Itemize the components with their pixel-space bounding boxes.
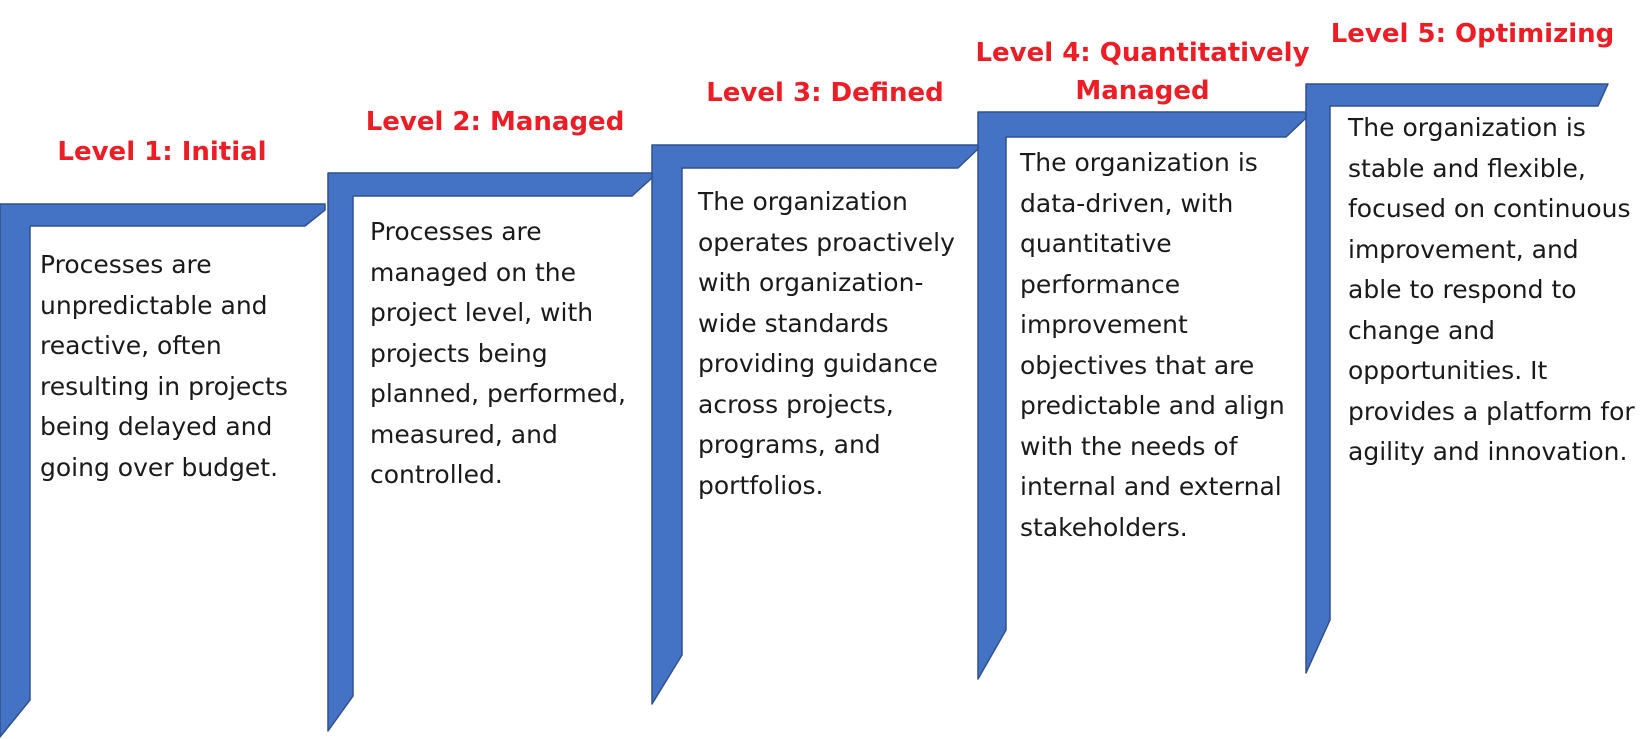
level-2-title: Level 2: Managed xyxy=(365,107,625,137)
level-1-title: Level 1: Initial xyxy=(57,137,267,167)
level-4-title: Level 4: Quantitatively Managed xyxy=(975,38,1310,106)
level-3-description: The organization operates proactively wi… xyxy=(698,187,955,500)
level-3-title: Level 3: Defined xyxy=(706,78,944,108)
step-5-shape xyxy=(1305,83,1609,674)
level-4-description: The organization is data-driven, with qu… xyxy=(1020,148,1285,542)
level-5-title: Level 5: Optimizing xyxy=(1330,19,1615,49)
level-2-description: Processes are managed on the project lev… xyxy=(370,217,626,489)
level-1-description: Processes are unpredictable and reactive… xyxy=(40,250,288,482)
level-5-description: The organization is stable and flexible,… xyxy=(1348,113,1635,466)
step-1-shape xyxy=(0,203,326,738)
